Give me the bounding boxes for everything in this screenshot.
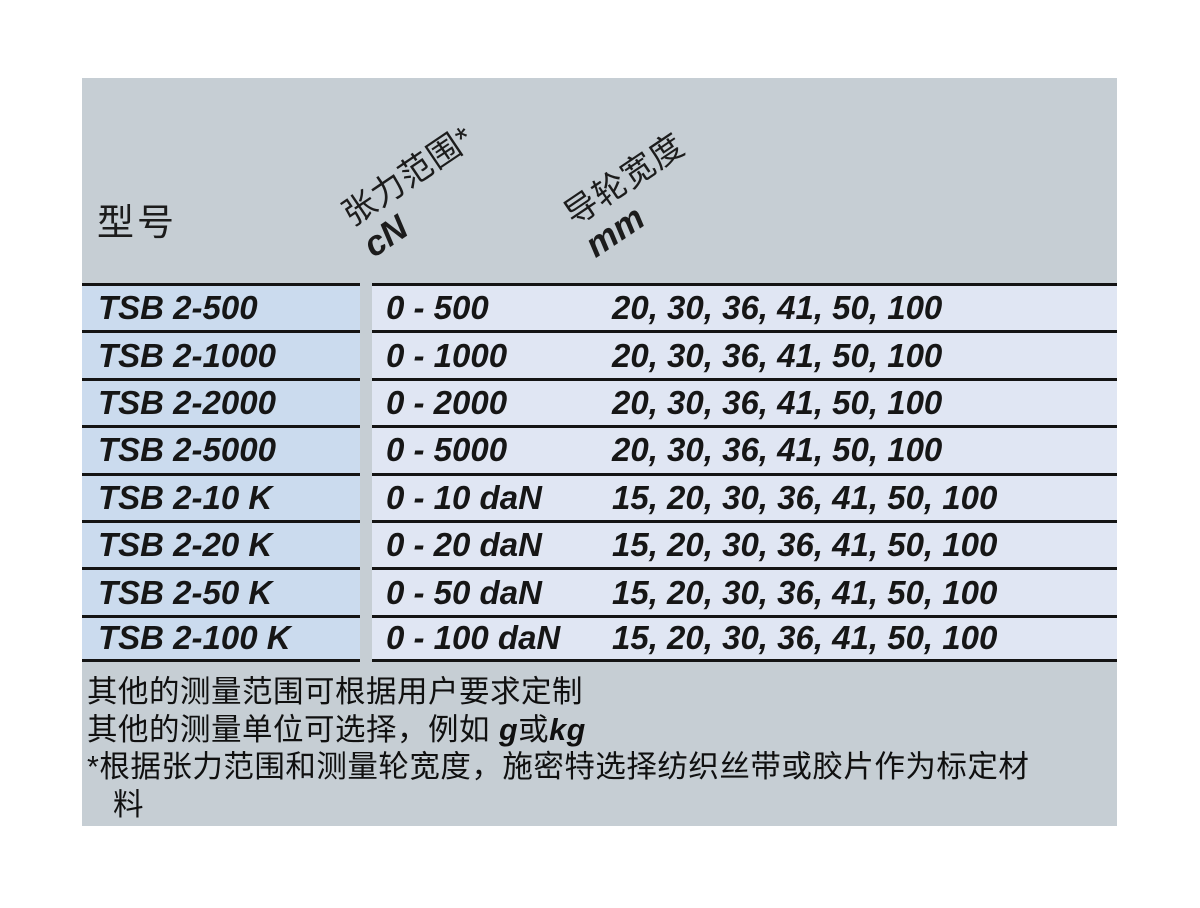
values-cell: 0 - 10 daN 15, 20, 30, 36, 41, 50, 100	[372, 472, 1117, 520]
table-row: TSB 2-100 K 0 - 100 daN 15, 20, 30, 36, …	[82, 614, 1117, 663]
spec-panel: 型号 张力范围* cN 导轮宽度 mm TSB 2-500 0 - 500 20…	[82, 78, 1117, 826]
range-value: 0 - 100 daN	[386, 619, 561, 657]
widths-value: 20, 30, 36, 41, 50, 100	[612, 289, 943, 327]
values-cell: 0 - 500 20, 30, 36, 41, 50, 100	[372, 283, 1117, 331]
values-cell: 0 - 1000 20, 30, 36, 41, 50, 100	[372, 330, 1117, 378]
column-gutter	[360, 425, 372, 472]
column-gutter	[360, 473, 372, 520]
values-cell: 0 - 5000 20, 30, 36, 41, 50, 100	[372, 425, 1117, 473]
footnote-asterisk-line2: 料	[113, 787, 144, 822]
range-value: 0 - 500	[386, 289, 489, 327]
widths-value: 15, 20, 30, 36, 41, 50, 100	[612, 573, 998, 611]
widths-value: 15, 20, 30, 36, 41, 50, 100	[612, 478, 998, 516]
range-value: 0 - 5000	[386, 431, 508, 469]
model-cell: TSB 2-10 K	[82, 472, 360, 520]
model-cell: TSB 2-5000	[82, 425, 360, 473]
model-cell: TSB 2-20 K	[82, 519, 360, 568]
range-value: 0 - 20 daN	[386, 526, 542, 564]
column-gutter	[360, 520, 372, 567]
footnotes: 其他的测量范围可根据用户要求定制 其他的测量单位可选择，例如 g或kg *根据张…	[82, 662, 1117, 824]
table-row: TSB 2-500 0 - 500 20, 30, 36, 41, 50, 10…	[82, 283, 1117, 331]
column-gutter	[360, 567, 372, 614]
widths-value: 20, 30, 36, 41, 50, 100	[612, 336, 943, 374]
column-gutter	[360, 283, 372, 330]
table-row: TSB 2-10 K 0 - 10 daN 15, 20, 30, 36, 41…	[82, 472, 1117, 520]
range-value: 0 - 50 daN	[386, 573, 542, 611]
model-cell: TSB 2-100 K	[82, 614, 360, 663]
model-cell: TSB 2-50 K	[82, 567, 360, 615]
values-cell: 0 - 20 daN 15, 20, 30, 36, 41, 50, 100	[372, 519, 1117, 568]
table-row: TSB 2-50 K 0 - 50 daN 15, 20, 30, 36, 41…	[82, 567, 1117, 615]
widths-value: 20, 30, 36, 41, 50, 100	[612, 383, 943, 421]
column-gutter	[360, 330, 372, 377]
footnote-units-text: 其他的测量单位可选择，例如	[87, 712, 499, 747]
column-gutter	[360, 378, 372, 425]
model-cell: TSB 2-500	[82, 283, 360, 331]
values-cell: 0 - 50 daN 15, 20, 30, 36, 41, 50, 100	[372, 567, 1117, 615]
table-row: TSB 2-20 K 0 - 20 daN 15, 20, 30, 36, 41…	[82, 519, 1117, 568]
footnote-asterisk-line1: *根据张力范围和测量轮宽度，施密特选择纺织丝带或胶片作为标定材	[87, 750, 1030, 785]
model-cell: TSB 2-1000	[82, 330, 360, 378]
unit-g: g	[498, 712, 519, 747]
unit-or: 或	[518, 712, 550, 747]
table-row: TSB 2-5000 0 - 5000 20, 30, 36, 41, 50, …	[82, 425, 1117, 473]
range-value: 0 - 1000	[386, 336, 508, 374]
table-row: TSB 2-2000 0 - 2000 20, 30, 36, 41, 50, …	[82, 377, 1117, 426]
range-value: 0 - 10 daN	[386, 478, 542, 516]
footnote-custom-ranges: 其他的测量范围可根据用户要求定制	[87, 675, 583, 710]
widths-value: 15, 20, 30, 36, 41, 50, 100	[612, 619, 998, 657]
values-cell: 0 - 100 daN 15, 20, 30, 36, 41, 50, 100	[372, 614, 1117, 663]
values-cell: 0 - 2000 20, 30, 36, 41, 50, 100	[372, 377, 1117, 426]
unit-kg: kg	[549, 712, 586, 747]
footnote-units: 其他的测量单位可选择，例如 g或kg	[87, 712, 1113, 750]
widths-value: 15, 20, 30, 36, 41, 50, 100	[612, 526, 998, 564]
table-header: 型号 张力范围* cN 导轮宽度 mm	[82, 78, 1117, 283]
col-header-tension-range: 张力范围* cN	[336, 118, 503, 265]
widths-value: 20, 30, 36, 41, 50, 100	[612, 431, 943, 469]
range-value: 0 - 2000	[386, 383, 508, 421]
table-row: TSB 2-1000 0 - 1000 20, 30, 36, 41, 50, …	[82, 330, 1117, 378]
column-gutter	[360, 615, 372, 662]
spec-table: TSB 2-500 0 - 500 20, 30, 36, 41, 50, 10…	[82, 283, 1117, 663]
model-cell: TSB 2-2000	[82, 377, 360, 426]
col-header-roller-width: 导轮宽度 mm	[558, 126, 713, 265]
col-header-model: 型号	[97, 202, 177, 243]
